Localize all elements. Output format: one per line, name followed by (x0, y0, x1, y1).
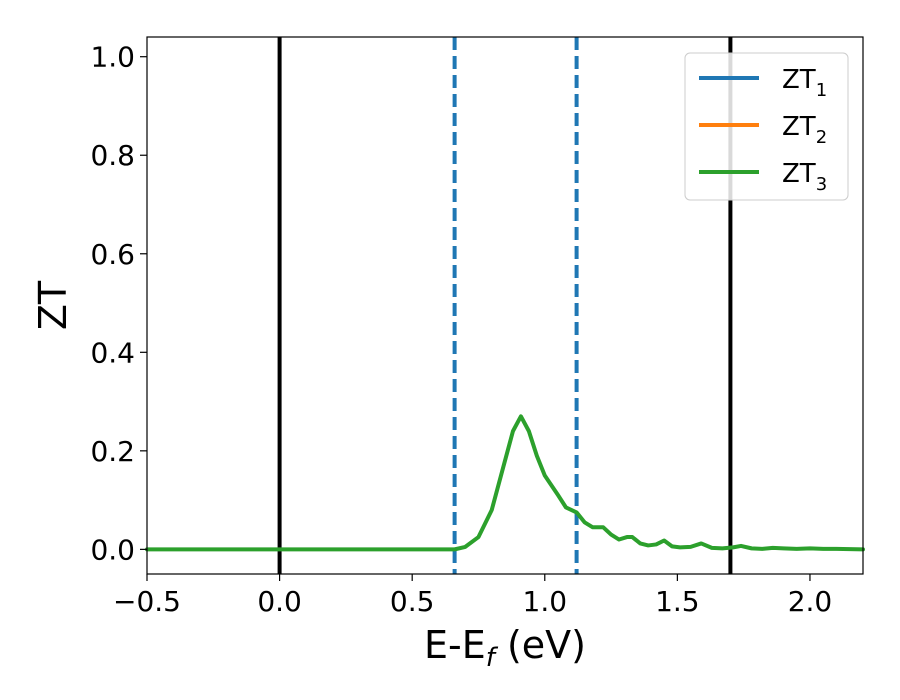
axis-ticks (140, 56, 811, 581)
y-tick-label-5: 1.0 (90, 41, 135, 74)
legend-label-2: ZT2 (782, 112, 827, 148)
x-axis-title: E-Ef (eV) (424, 623, 586, 673)
x-tick-label-2: 0.5 (390, 585, 435, 618)
x-tick-label-4: 1.5 (655, 585, 700, 618)
y-tick-label-1: 0.2 (90, 435, 135, 468)
legend: ZT1 ZT2 ZT3 (684, 52, 849, 201)
y-axis-title: ZT (31, 280, 75, 330)
y-tick-label-0: 0.0 (90, 533, 135, 566)
x-tick-label-1: 0.0 (257, 585, 302, 618)
legend-label-1: ZT1 (782, 65, 827, 101)
legend-label-3: ZT3 (782, 159, 827, 195)
series-line-3 (145, 414, 865, 552)
y-tick-label-3: 0.6 (90, 238, 135, 271)
x-tick-label-5: 2.0 (788, 585, 833, 618)
x-tick-label-3: 1.0 (523, 585, 568, 618)
tick-labels: −0.5 0.0 0.5 1.0 1.5 2.0 0.0 0.2 0.4 0.6 0.8 1.0 (90, 41, 832, 618)
y-tick-label-4: 0.8 (90, 139, 135, 172)
y-tick-label-2: 0.4 (90, 336, 135, 369)
x-tick-label-0: −0.5 (113, 585, 181, 618)
x-axis-title-main: E-E (424, 623, 486, 667)
plot-area-frame (146, 36, 864, 575)
series-lines (145, 414, 865, 552)
vertical-reference-lines (277, 37, 733, 574)
legend-box (684, 52, 849, 201)
x-axis-title-unit: (eV) (495, 623, 586, 667)
